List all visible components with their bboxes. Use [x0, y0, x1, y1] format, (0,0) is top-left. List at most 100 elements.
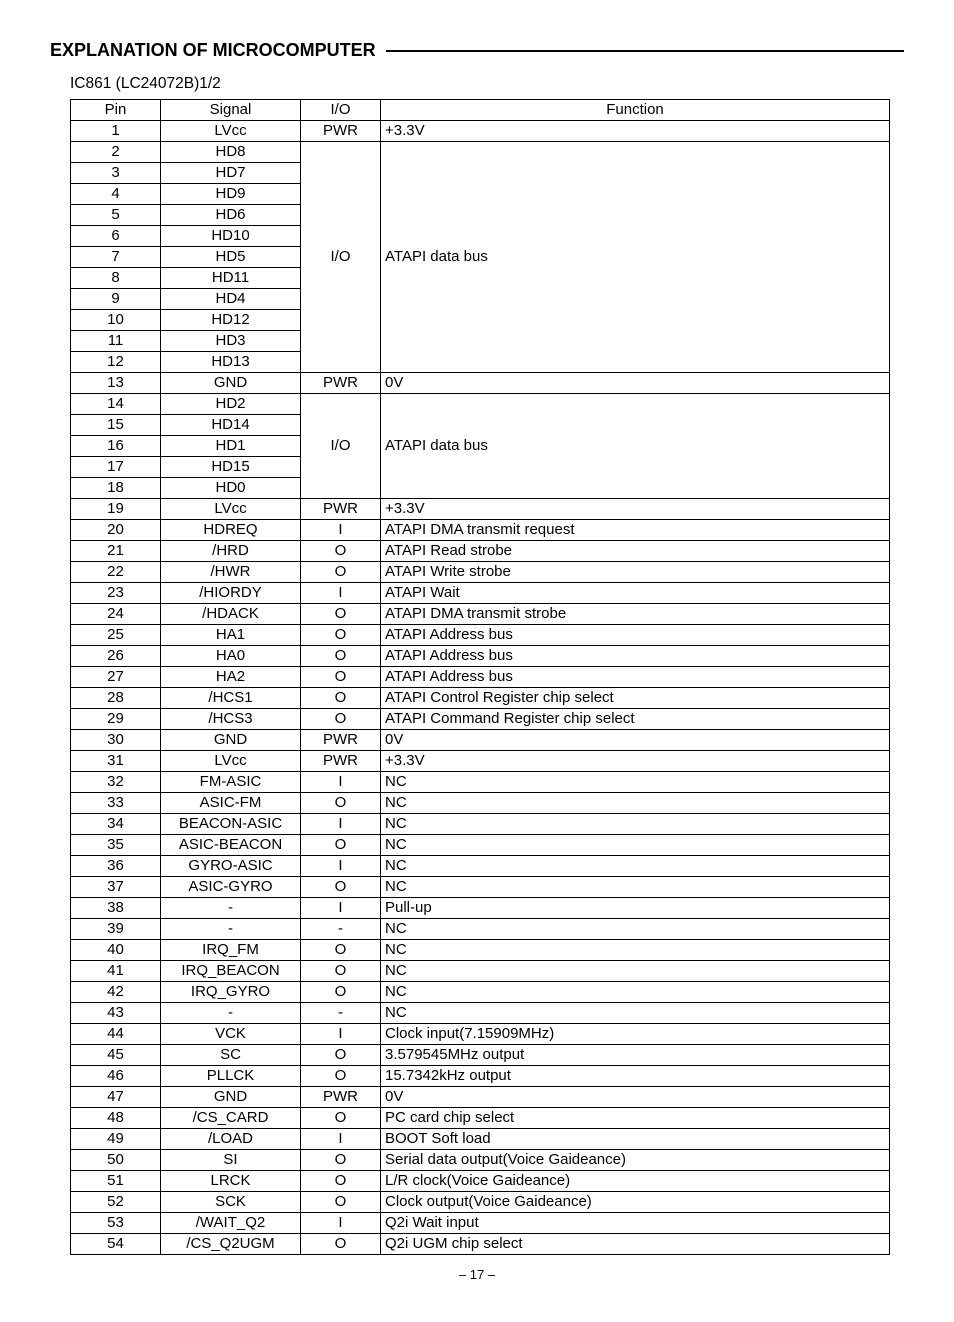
cell-pin: 35 [71, 835, 161, 856]
cell-signal: HDREQ [161, 520, 301, 541]
cell-pin: 10 [71, 310, 161, 331]
cell-pin: 14 [71, 394, 161, 415]
table-row: 24/HDACKOATAPI DMA transmit strobe [71, 604, 890, 625]
table-row: 50SIOSerial data output(Voice Gaideance) [71, 1150, 890, 1171]
cell-signal: ASIC-FM [161, 793, 301, 814]
cell-pin: 34 [71, 814, 161, 835]
cell-function: ATAPI DMA transmit strobe [381, 604, 890, 625]
table-row: 25HA1OATAPI Address bus [71, 625, 890, 646]
cell-signal: HD3 [161, 331, 301, 352]
table-row: 33ASIC-FMONC [71, 793, 890, 814]
cell-signal: /WAIT_Q2 [161, 1213, 301, 1234]
cell-io: I/O [301, 394, 381, 499]
cell-pin: 16 [71, 436, 161, 457]
cell-pin: 23 [71, 583, 161, 604]
cell-function: 0V [381, 1087, 890, 1108]
cell-io: I [301, 898, 381, 919]
cell-signal: LVcc [161, 499, 301, 520]
cell-signal: /HWR [161, 562, 301, 583]
cell-signal: - [161, 1003, 301, 1024]
cell-function: Q2i UGM chip select [381, 1234, 890, 1255]
cell-signal: HD0 [161, 478, 301, 499]
cell-pin: 4 [71, 184, 161, 205]
cell-function: BOOT Soft load [381, 1129, 890, 1150]
cell-io: O [301, 1192, 381, 1213]
cell-signal: /HDACK [161, 604, 301, 625]
cell-io: O [301, 793, 381, 814]
table-row: 23/HIORDYIATAPI Wait [71, 583, 890, 604]
cell-pin: 20 [71, 520, 161, 541]
cell-signal: HD10 [161, 226, 301, 247]
cell-function: NC [381, 940, 890, 961]
cell-io: O [301, 667, 381, 688]
cell-pin: 41 [71, 961, 161, 982]
cell-pin: 46 [71, 1066, 161, 1087]
cell-function: ATAPI Address bus [381, 667, 890, 688]
cell-pin: 5 [71, 205, 161, 226]
cell-function: ATAPI Address bus [381, 646, 890, 667]
cell-io: PWR [301, 751, 381, 772]
cell-signal: GND [161, 1087, 301, 1108]
cell-pin: 11 [71, 331, 161, 352]
page-title: EXPLANATION OF MICROCOMPUTER [50, 40, 386, 61]
cell-signal: GND [161, 730, 301, 751]
cell-function: NC [381, 772, 890, 793]
cell-io: O [301, 877, 381, 898]
cell-function: ATAPI Read strobe [381, 541, 890, 562]
table-row: 22/HWROATAPI Write strobe [71, 562, 890, 583]
cell-function: ATAPI Command Register chip select [381, 709, 890, 730]
cell-io: O [301, 709, 381, 730]
table-row: 45SCO3.579545MHz output [71, 1045, 890, 1066]
cell-io: O [301, 562, 381, 583]
pin-table: Pin Signal I/O Function 1LVccPWR+3.3V2HD… [70, 99, 890, 1255]
cell-io: - [301, 919, 381, 940]
cell-io: O [301, 1234, 381, 1255]
cell-signal: SI [161, 1150, 301, 1171]
cell-pin: 17 [71, 457, 161, 478]
cell-io: PWR [301, 499, 381, 520]
cell-function: ATAPI data bus [381, 394, 890, 499]
cell-io: O [301, 1045, 381, 1066]
cell-io: PWR [301, 1087, 381, 1108]
cell-signal: HD14 [161, 415, 301, 436]
cell-pin: 47 [71, 1087, 161, 1108]
cell-function: 15.7342kHz output [381, 1066, 890, 1087]
cell-function: +3.3V [381, 499, 890, 520]
cell-function: NC [381, 961, 890, 982]
cell-signal: HD2 [161, 394, 301, 415]
cell-pin: 42 [71, 982, 161, 1003]
cell-pin: 33 [71, 793, 161, 814]
cell-signal: HA0 [161, 646, 301, 667]
cell-function: +3.3V [381, 751, 890, 772]
cell-io: O [301, 940, 381, 961]
cell-signal: IRQ_FM [161, 940, 301, 961]
cell-pin: 6 [71, 226, 161, 247]
cell-signal: VCK [161, 1024, 301, 1045]
subtitle: IC861 (LC24072B)1/2 [70, 75, 904, 93]
table-row: 13GNDPWR0V [71, 373, 890, 394]
cell-function: ATAPI Wait [381, 583, 890, 604]
cell-pin: 8 [71, 268, 161, 289]
table-row: 53/WAIT_Q2IQ2i Wait input [71, 1213, 890, 1234]
table-row: 30GNDPWR0V [71, 730, 890, 751]
cell-signal: ASIC-GYRO [161, 877, 301, 898]
table-row: 34BEACON-ASICINC [71, 814, 890, 835]
cell-signal: HD9 [161, 184, 301, 205]
cell-signal: PLLCK [161, 1066, 301, 1087]
cell-pin: 21 [71, 541, 161, 562]
cell-io: I [301, 814, 381, 835]
cell-function: L/R clock(Voice Gaideance) [381, 1171, 890, 1192]
cell-io: O [301, 1171, 381, 1192]
cell-pin: 26 [71, 646, 161, 667]
cell-io: I [301, 856, 381, 877]
cell-pin: 29 [71, 709, 161, 730]
cell-pin: 18 [71, 478, 161, 499]
table-row: 40IRQ_FMONC [71, 940, 890, 961]
cell-signal: - [161, 898, 301, 919]
cell-function: 0V [381, 730, 890, 751]
table-row: 19LVccPWR+3.3V [71, 499, 890, 520]
table-row: 1LVccPWR+3.3V [71, 121, 890, 142]
table-row: 31LVccPWR+3.3V [71, 751, 890, 772]
cell-signal: HD8 [161, 142, 301, 163]
cell-io: O [301, 1066, 381, 1087]
